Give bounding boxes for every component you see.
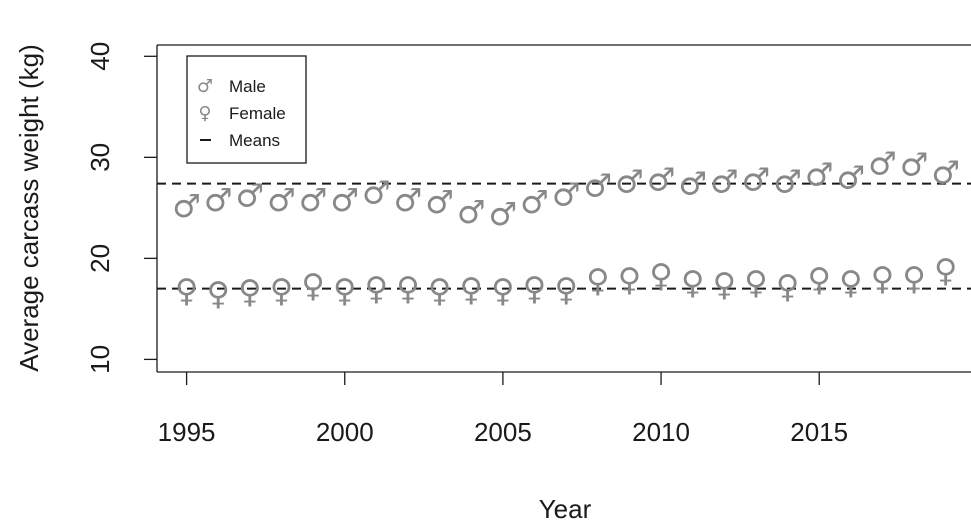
x-axis: 1995 2000 2005 2010 2015 [158, 372, 848, 447]
male-point: ♂ [805, 156, 834, 194]
legend-item-male: ♂ Male [197, 76, 266, 97]
female-point: ♀ [238, 273, 261, 311]
female-point: ♀ [902, 260, 925, 298]
male-point: ♂ [773, 163, 802, 201]
female-point: ♀ [365, 270, 388, 308]
legend-label-means: Means [229, 131, 280, 150]
female-point: ♀ [491, 272, 514, 310]
male-point: ♂ [931, 153, 960, 191]
female-point: ♀ [207, 275, 230, 313]
x-tick-label: 1995 [158, 417, 216, 447]
male-point: ♂ [836, 159, 865, 197]
y-tick-label: 40 [85, 42, 115, 71]
male-point: ♂ [236, 177, 265, 215]
female-point: ♀ [554, 271, 577, 309]
y-tick-label: 10 [85, 345, 115, 374]
male-point: ♂ [489, 195, 518, 233]
female-point: ♀ [523, 270, 546, 308]
legend-label-female: Female [229, 104, 286, 123]
male-point: ♂ [900, 145, 929, 183]
legend-item-female: ♀ Female [198, 103, 285, 124]
male-point: ♂ [615, 163, 644, 201]
female-point: ♀ [333, 272, 356, 310]
y-tick-label: 30 [85, 143, 115, 172]
male-point: ♂ [520, 183, 549, 221]
male-point: ♂ [457, 193, 486, 231]
female-point: ♀ [301, 267, 324, 305]
female-icon: ♀ [198, 103, 211, 124]
female-point: ♀ [175, 272, 198, 310]
female-point: ♀ [649, 257, 672, 295]
female-point: ♀ [460, 271, 483, 309]
male-point: ♂ [204, 181, 233, 219]
male-point: ♂ [299, 181, 328, 219]
female-point: ♀ [744, 264, 767, 302]
male-point: ♂ [330, 181, 359, 219]
male-point: ♂ [267, 181, 296, 219]
y-axis: 10 20 30 40 [85, 42, 157, 374]
male-point: ♂ [742, 161, 771, 199]
female-point: ♀ [586, 262, 609, 300]
y-tick-label: 20 [85, 244, 115, 273]
x-tick-label: 2000 [316, 417, 374, 447]
legend-item-means: Means [200, 131, 280, 150]
x-axis-title: Year [539, 494, 592, 524]
female-point: ♀ [934, 251, 957, 289]
male-point: ♂ [647, 161, 676, 199]
data-points: ♂ ♂ ♂ ♂ ♂ ♂ ♂ ♂ ♂ ♂ ♂ ♂ ♂ ♂ ♂ ♂ ♂ ♂ ♂ ♂ ♂ ♂ ♂ ♂ ♂♀ ♀ ♀ ♀ ♀ ♀ ♀ ♀ ♀ ♀ ♀ ♀ ♀ ♀ ♀… [172, 144, 960, 312]
y-axis-title: Average carcass weight (kg) [14, 44, 44, 372]
female-point: ♀ [871, 260, 894, 298]
male-icon: ♂ [197, 76, 213, 97]
plot-area [156, 44, 971, 373]
legend-box [186, 55, 307, 164]
female-point: ♀ [807, 261, 830, 299]
male-point: ♂ [710, 163, 739, 201]
female-point: ♀ [270, 272, 293, 310]
female-point: ♀ [839, 264, 862, 302]
female-point: ♀ [618, 261, 641, 299]
male-point: ♂ [868, 144, 897, 182]
male-point: ♂ [172, 187, 201, 225]
female-point: ♀ [776, 268, 799, 306]
male-point: ♂ [678, 165, 707, 203]
legend: ♂ Male ♀ Female Means [186, 55, 307, 164]
x-tick-label: 2010 [632, 417, 690, 447]
female-point: ♀ [428, 272, 451, 310]
female-point: ♀ [681, 264, 704, 302]
female-point: ♀ [396, 270, 419, 308]
male-point: ♂ [552, 176, 581, 214]
x-tick-label: 2005 [474, 417, 532, 447]
male-point: ♂ [425, 183, 454, 221]
x-tick-label: 2015 [790, 417, 848, 447]
female-point: ♀ [713, 266, 736, 304]
mean-lines [157, 182, 971, 290]
male-point: ♂ [362, 174, 391, 212]
legend-label-male: Male [229, 77, 266, 96]
male-point: ♂ [394, 181, 423, 219]
male-point: ♂ [583, 167, 612, 205]
